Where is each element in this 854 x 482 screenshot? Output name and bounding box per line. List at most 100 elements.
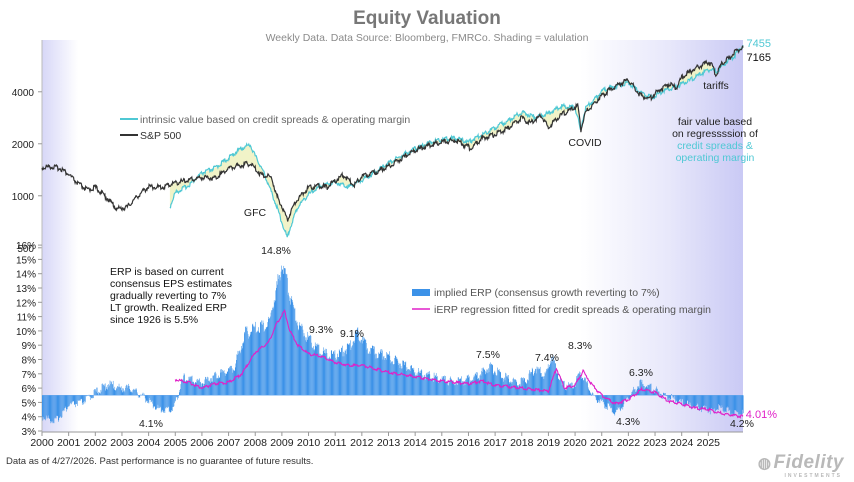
erp-bar xyxy=(657,388,658,396)
erp-bar xyxy=(312,348,313,396)
erp-bar xyxy=(739,395,741,415)
erp-bar xyxy=(93,395,94,399)
erp-bar xyxy=(237,350,239,396)
erp-bar xyxy=(669,395,670,401)
erp-annotation: 4.1% xyxy=(139,418,163,430)
erp-bar xyxy=(385,358,386,396)
erp-bar xyxy=(51,395,53,423)
erp-bar xyxy=(566,390,567,396)
erp-bar xyxy=(491,364,492,396)
erp-bar xyxy=(276,281,278,396)
erp-bar xyxy=(668,395,669,402)
x-tick-label: 2016 xyxy=(457,437,481,449)
erp-bar xyxy=(606,395,608,408)
erp-bar xyxy=(241,348,243,396)
erp-bar xyxy=(282,269,283,396)
erp-bar xyxy=(338,349,340,396)
erp-bar xyxy=(531,372,532,396)
erp-bar xyxy=(587,387,589,396)
erp-bar xyxy=(486,369,488,396)
x-tick-label: 2013 xyxy=(377,437,401,449)
erp-bar xyxy=(723,395,724,412)
erp-bar xyxy=(603,395,604,402)
erp-bar xyxy=(221,372,223,396)
erp-bar xyxy=(737,395,738,413)
erp-bar xyxy=(413,367,415,396)
erp-bar xyxy=(341,347,342,396)
erp-bar xyxy=(338,357,339,396)
erp-bar xyxy=(464,384,466,396)
erp-bar xyxy=(372,345,374,396)
erp-bar xyxy=(456,382,457,396)
erp-bar xyxy=(587,380,588,396)
erp-bar xyxy=(606,395,607,409)
erp-bar xyxy=(333,351,334,396)
erp-bar xyxy=(624,395,626,400)
erp-bar xyxy=(416,373,418,396)
erp-bar xyxy=(718,395,720,405)
erp-bar xyxy=(289,300,290,396)
erp-bar xyxy=(72,395,73,402)
erp-bar xyxy=(158,395,159,409)
erp-bar xyxy=(732,395,734,414)
erp-bar xyxy=(563,381,564,396)
erp-bar xyxy=(693,395,694,407)
erp-bar xyxy=(85,395,87,396)
erp-annotation: 4.3% xyxy=(616,416,640,428)
erp-bar xyxy=(573,387,575,396)
erp-bar xyxy=(268,318,270,396)
erp-bar xyxy=(601,395,603,400)
erp-bar xyxy=(472,379,473,396)
erp-bar xyxy=(61,395,62,418)
x-tick-label: 2006 xyxy=(190,437,214,449)
erp-bar xyxy=(268,316,269,396)
erp-bar xyxy=(115,390,117,396)
erp-bar xyxy=(238,351,240,396)
erp-bar xyxy=(101,383,103,396)
erp-bar xyxy=(538,368,540,396)
erp-bar xyxy=(318,344,319,396)
erp-bar xyxy=(738,395,740,417)
erp-bar xyxy=(704,395,705,406)
erp-bar xyxy=(290,304,291,396)
erp-bar xyxy=(480,374,481,396)
erp-bar xyxy=(104,383,106,396)
erp-bar xyxy=(341,348,343,396)
x-tick-label: 2007 xyxy=(217,437,241,449)
erp-bar xyxy=(383,355,385,396)
erp-bar xyxy=(317,345,318,396)
erp-bar xyxy=(180,389,181,396)
erp-bar xyxy=(255,333,257,396)
erp-bar xyxy=(116,389,118,396)
erp-bar xyxy=(156,395,158,409)
erp-bar xyxy=(296,323,297,396)
x-tick-label: 2015 xyxy=(430,437,454,449)
erp-bar xyxy=(415,375,416,396)
erp-bar xyxy=(44,395,46,420)
erp-bar xyxy=(459,379,460,396)
erp-bar xyxy=(191,375,193,396)
erp-bar xyxy=(181,380,183,396)
erp-bar xyxy=(96,387,98,396)
erp-bar xyxy=(71,395,72,405)
erp-bar xyxy=(567,387,569,396)
erp-bar xyxy=(166,395,168,407)
erp-bar xyxy=(474,376,475,396)
side-note-line: fair value based xyxy=(678,116,752,128)
erp-bar xyxy=(359,341,360,396)
erp-bar xyxy=(677,395,678,403)
logo-wordmark: Fidelity xyxy=(773,452,844,473)
erp-bar xyxy=(667,395,669,399)
erp-bar xyxy=(504,380,506,396)
erp-bar xyxy=(311,347,313,396)
erp-bar xyxy=(254,326,256,396)
erp-bar xyxy=(121,392,123,396)
erp-bar xyxy=(68,395,70,407)
erp-bar xyxy=(325,353,326,396)
erp-bar xyxy=(569,383,571,396)
erp-bar xyxy=(604,395,606,407)
side-note-line: on regressssion of xyxy=(672,128,758,140)
erp-bar xyxy=(653,393,655,396)
erp-bar xyxy=(202,386,204,396)
bottom-y-tick-label: 4% xyxy=(22,413,37,424)
